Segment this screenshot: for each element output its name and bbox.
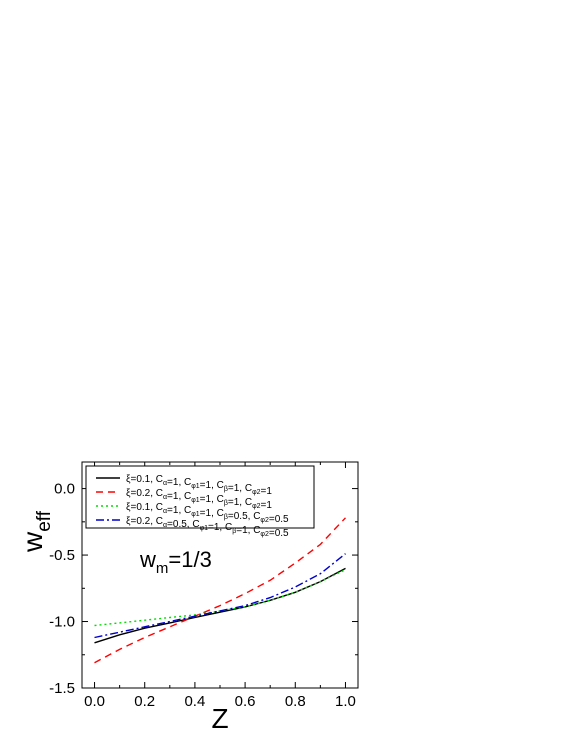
y-tick-label: -1.5 [49,680,75,697]
y-axis-title: weff [17,510,55,553]
x-tick-label: 0.0 [84,693,105,710]
legend: ξ=0.1, Cα=1, Cφ1=1, Cβ=1, Cφ2=1ξ=0.2, Cα… [85,465,315,539]
axes: 0.0 0.2 0.4 0.6 0.8 1.0 0.0 -0.5 -1.0 -1.5 [49,462,358,710]
x-tick-label: 0.2 [134,693,155,710]
y-tick-label: 0.0 [54,481,75,498]
annotation-wm: wm=1/3 [139,547,212,577]
y-tick-label: -0.5 [49,547,75,564]
x-tick-label: 0.8 [285,693,306,710]
y-tick-label: -1.0 [49,614,75,631]
x-tick-label: 1.0 [335,693,356,710]
series-line-3 [94,569,346,627]
x-tick-label: 0.4 [184,693,205,710]
series-line-1 [94,567,346,644]
x-axis-title: Z [211,703,228,734]
series-line-4 [94,553,346,639]
legend-label-4: ξ=0.2, Cα=0.5, Cφ1=1, Cβ=1, Cφ2=0.5 [126,516,289,539]
legend-box [85,465,315,529]
series-line-2 [94,517,347,664]
legend-label-1: ξ=0.1, Cα=1, Cφ1=1, Cβ=1, Cφ2=1 [126,474,272,497]
curves [94,517,347,664]
legend-label-3: ξ=0.1, Cα=1, Cφ1=1, Cβ=0.5, Cφ2=0.5 [126,502,289,525]
x-tick-label: 0.6 [235,693,256,710]
legend-label-2: ξ=0.2, Cα=1, Cφ1=1, Cβ=1, Cφ2=1 [126,488,272,511]
